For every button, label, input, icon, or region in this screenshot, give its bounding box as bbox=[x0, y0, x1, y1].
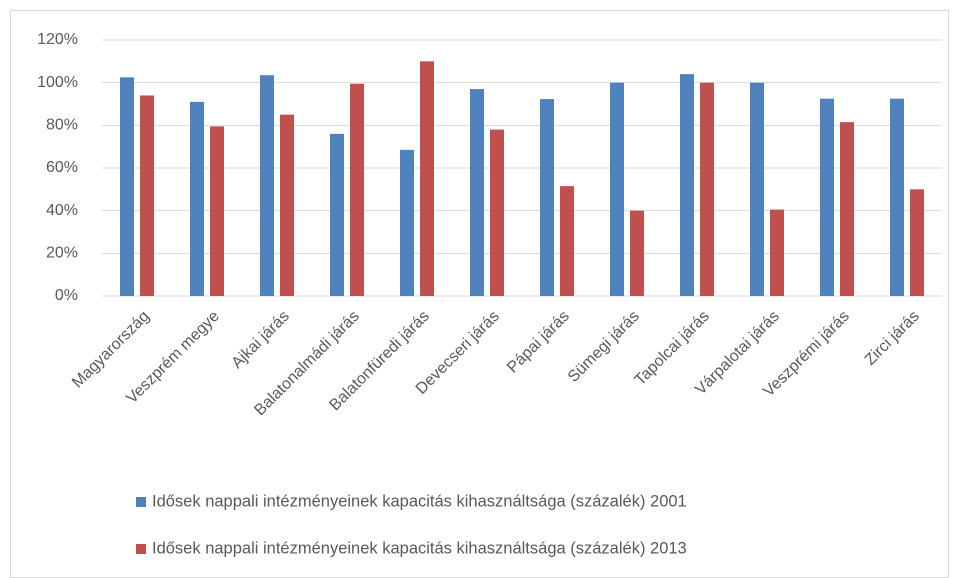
bar bbox=[400, 149, 414, 296]
bar bbox=[140, 95, 154, 296]
bar bbox=[120, 77, 134, 296]
bar bbox=[630, 210, 644, 296]
y-tick-label: 120% bbox=[37, 31, 78, 48]
y-tick-label: 20% bbox=[46, 245, 78, 262]
bar bbox=[610, 82, 624, 297]
bar bbox=[890, 98, 904, 297]
bar bbox=[420, 61, 434, 297]
bar bbox=[560, 186, 574, 296]
bar bbox=[840, 122, 854, 296]
bar bbox=[700, 82, 714, 297]
y-tick-label: 100% bbox=[37, 74, 78, 91]
bar bbox=[680, 74, 694, 296]
y-tick-label: 0% bbox=[55, 287, 78, 304]
legend-swatch bbox=[136, 544, 146, 554]
bar bbox=[260, 75, 274, 296]
bar bbox=[470, 89, 484, 296]
bar bbox=[750, 82, 764, 297]
bar bbox=[190, 101, 204, 296]
bar bbox=[210, 126, 224, 297]
legend-text: Idősek nappali intézményeinek kapacitás … bbox=[152, 492, 687, 510]
bar bbox=[490, 129, 504, 296]
bar bbox=[540, 99, 554, 297]
bar bbox=[280, 114, 294, 297]
bar bbox=[350, 83, 364, 296]
legend-text: Idősek nappali intézményeinek kapacitás … bbox=[152, 539, 687, 557]
bar bbox=[910, 189, 924, 296]
y-tick-label: 40% bbox=[46, 202, 78, 219]
y-tick-label: 60% bbox=[46, 159, 78, 176]
bar bbox=[820, 98, 834, 297]
legend-swatch bbox=[136, 497, 146, 507]
bar bbox=[330, 133, 344, 296]
bar bbox=[770, 209, 784, 296]
y-tick-label: 80% bbox=[46, 117, 78, 134]
